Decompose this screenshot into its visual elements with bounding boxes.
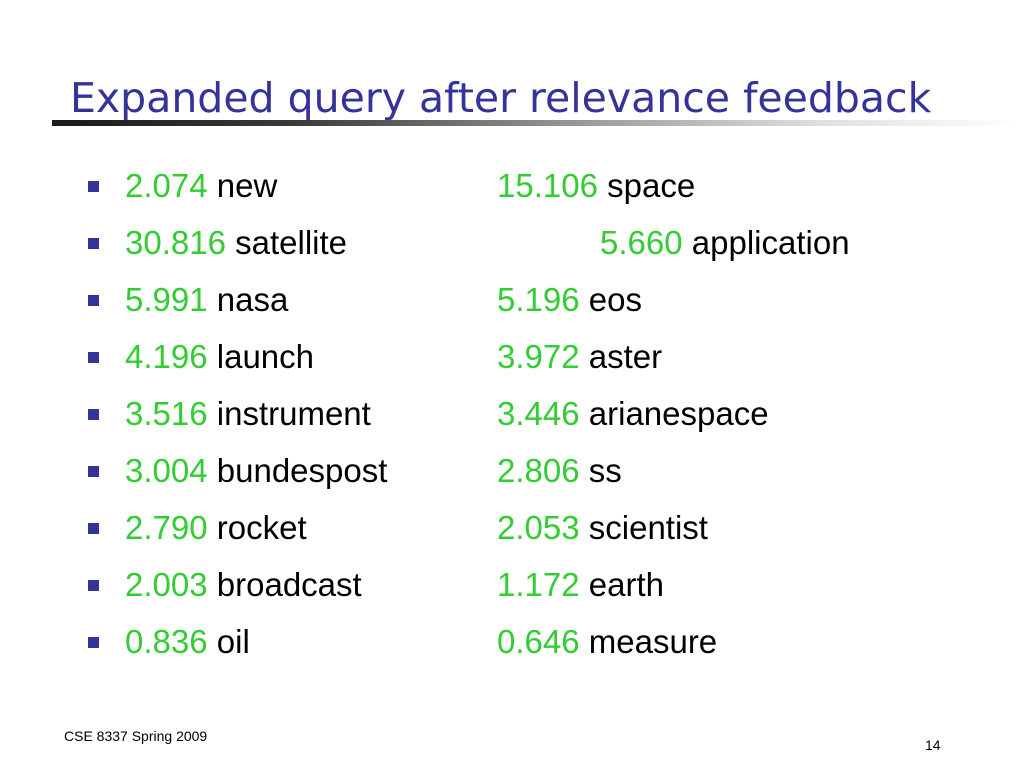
square-bullet-icon [88, 523, 99, 534]
term: instrument [216, 395, 371, 432]
term: new [216, 167, 278, 204]
term-weight: 5.196 [497, 281, 580, 318]
term: space [607, 167, 696, 204]
term: earth [588, 566, 664, 603]
term: aster [588, 338, 663, 375]
right-entry: 3.446 arianespace [497, 391, 769, 437]
square-bullet-icon [88, 352, 99, 363]
term: ss [588, 452, 622, 489]
slide-title: Expanded query after relevance feedback [70, 74, 932, 122]
square-bullet-icon [88, 580, 99, 591]
right-entry: 0.646 measure [497, 619, 717, 665]
term-weight: 2.806 [497, 452, 580, 489]
square-bullet-icon [88, 637, 99, 648]
slide-footer: CSE 8337 Spring 2009 [64, 728, 208, 744]
right-entry: 2.053 scientist [497, 505, 708, 551]
page-number: 14 [925, 737, 941, 753]
right-entry: 2.806 ss [497, 448, 622, 494]
right-entry: 5.196 eos [497, 277, 642, 323]
term: satellite [235, 224, 347, 261]
list-item: 5.991 nasa 5.196 eos [0, 277, 1024, 323]
term-weight: 2.074 [125, 167, 208, 204]
term: scientist [588, 509, 708, 546]
right-entry: 5.660 application [600, 220, 850, 266]
term: eos [588, 281, 642, 318]
list-item: 4.196 launch 3.972 aster [0, 334, 1024, 380]
term-weight: 2.003 [125, 566, 208, 603]
left-entry: 2.074 new [125, 163, 277, 209]
term-weight: 1.172 [497, 566, 580, 603]
square-bullet-icon [88, 181, 99, 192]
term-weight: 0.836 [125, 623, 208, 660]
term: nasa [216, 281, 289, 318]
term-weight: 30.816 [125, 224, 226, 261]
list-item: 30.816 satellite 5.660 application [0, 220, 1024, 266]
square-bullet-icon [88, 466, 99, 477]
right-entry: 3.972 aster [497, 334, 662, 380]
left-entry: 3.516 instrument [125, 391, 371, 437]
term: arianespace [588, 395, 769, 432]
term-weight: 2.790 [125, 509, 208, 546]
right-entry: 15.106 space [497, 163, 695, 209]
left-entry: 30.816 satellite [125, 220, 347, 266]
term-weight: 2.053 [497, 509, 580, 546]
term: broadcast [216, 566, 362, 603]
term: bundespost [216, 452, 388, 489]
left-entry: 5.991 nasa [125, 277, 288, 323]
left-entry: 4.196 launch [125, 334, 314, 380]
left-entry: 0.836 oil [125, 619, 250, 665]
term-weight: 0.646 [497, 623, 580, 660]
term-weight: 15.106 [497, 167, 598, 204]
list-item: 2.074 new 15.106 space [0, 163, 1024, 209]
term-weight: 3.972 [497, 338, 580, 375]
title-underline [52, 120, 1020, 126]
list-item: 3.516 instrument 3.446 arianespace [0, 391, 1024, 437]
list-item: 3.004 bundespost 2.806 ss [0, 448, 1024, 494]
square-bullet-icon [88, 409, 99, 420]
term: oil [216, 623, 250, 660]
square-bullet-icon [88, 295, 99, 306]
term-weight: 3.516 [125, 395, 208, 432]
term: rocket [216, 509, 307, 546]
square-bullet-icon [88, 238, 99, 249]
term: application [691, 224, 850, 261]
right-entry: 1.172 earth [497, 562, 664, 608]
list-item: 0.836 oil 0.646 measure [0, 619, 1024, 665]
list-item: 2.003 broadcast 1.172 earth [0, 562, 1024, 608]
term-weight: 5.991 [125, 281, 208, 318]
term-weight: 3.446 [497, 395, 580, 432]
term-weight: 4.196 [125, 338, 208, 375]
term-weight: 5.660 [600, 224, 683, 261]
term-weight: 3.004 [125, 452, 208, 489]
left-entry: 2.790 rocket [125, 505, 307, 551]
term: measure [588, 623, 718, 660]
left-entry: 3.004 bundespost [125, 448, 387, 494]
term: launch [216, 338, 315, 375]
left-entry: 2.003 broadcast [125, 562, 362, 608]
list-item: 2.790 rocket 2.053 scientist [0, 505, 1024, 551]
